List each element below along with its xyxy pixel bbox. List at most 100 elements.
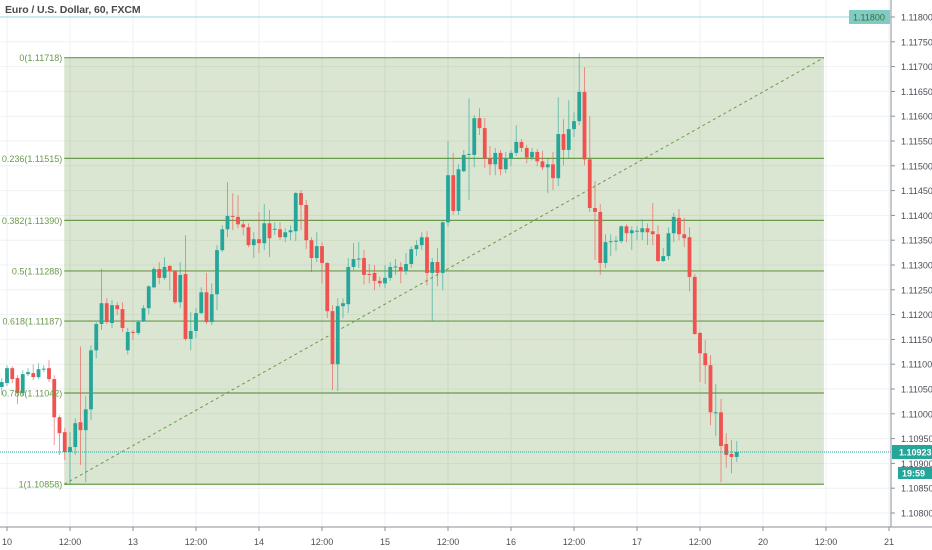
candle-up <box>414 245 419 250</box>
candle-down <box>131 331 135 333</box>
candle-down <box>729 453 734 457</box>
candle-up <box>94 324 99 351</box>
candle-down <box>425 237 429 273</box>
candle-up <box>572 121 576 130</box>
candle-down <box>535 151 540 162</box>
candle-up <box>614 240 618 242</box>
price-tick-label: 1.11150 <box>901 335 932 345</box>
candle-up <box>283 232 288 238</box>
time-tick-label: 10 <box>2 537 12 547</box>
candle-down <box>724 444 729 455</box>
candle-down <box>645 228 650 233</box>
price-tick-label: 1.11000 <box>901 409 932 419</box>
candle-up <box>356 258 361 260</box>
fibonacci-level-label: 0.618(1.11187) <box>3 317 63 327</box>
time-tick-label: 12:00 <box>563 537 586 547</box>
candle-down <box>267 223 272 239</box>
time-axis[interactable] <box>0 527 932 550</box>
time-tick-label: 12:00 <box>185 537 208 547</box>
fibonacci-level-label: 1(1.10858) <box>19 480 63 490</box>
price-tick-label: 1.11700 <box>901 62 932 72</box>
candle-down <box>320 246 324 264</box>
candle-up <box>503 158 508 170</box>
candle-down <box>488 158 492 165</box>
candle-down <box>57 417 62 434</box>
candle-up <box>734 451 739 457</box>
candle-up <box>162 266 167 278</box>
candle-up <box>5 368 9 384</box>
fibonacci-level-label: 0.236(1.11515) <box>2 154 62 164</box>
candle-down <box>582 91 587 160</box>
candle-down <box>519 141 524 148</box>
time-tick-label: 16 <box>506 537 516 547</box>
candle-up <box>0 382 4 388</box>
price-tick-label: 1.10950 <box>901 434 932 444</box>
candle-up <box>566 129 571 150</box>
price-tick-label: 1.11600 <box>901 112 932 122</box>
candle-down <box>372 272 377 281</box>
candle-up <box>640 228 645 233</box>
candle-up <box>36 369 41 378</box>
time-tick-label: 15 <box>380 537 390 547</box>
candle-up <box>603 242 608 264</box>
candle-up <box>136 322 141 333</box>
candle-down <box>230 215 235 217</box>
candle-up <box>472 118 477 155</box>
candle-up <box>388 266 393 278</box>
candle-up <box>262 223 267 244</box>
candle-down <box>241 224 246 228</box>
candle-up <box>152 268 156 288</box>
candle-up <box>341 303 345 307</box>
candle-up <box>619 226 624 242</box>
candle-up <box>456 169 461 211</box>
bar-countdown-tag <box>898 466 932 479</box>
candle-up <box>188 330 193 339</box>
candle-up <box>73 423 78 448</box>
candle-down <box>183 273 188 339</box>
candle-up <box>89 350 93 410</box>
price-tick-label: 1.11450 <box>901 186 932 196</box>
candle-up <box>608 241 613 243</box>
time-tick-label: 12:00 <box>437 537 460 547</box>
candle-down <box>31 373 36 378</box>
candle-down <box>698 332 702 354</box>
candle-down <box>246 227 251 246</box>
candle-down <box>524 147 529 158</box>
candle-up <box>26 372 30 375</box>
candle-down <box>719 412 723 447</box>
last-price-label: 1.10923 <box>899 447 932 457</box>
horizontal-line-price-tag <box>849 10 890 24</box>
candle-down <box>482 128 487 159</box>
price-tick-label: 1.10850 <box>901 484 932 494</box>
time-tick-label: 12:00 <box>689 537 712 547</box>
candle-up <box>493 152 498 165</box>
candle-up <box>199 292 204 314</box>
candle-down <box>47 368 51 380</box>
candle-down <box>204 292 209 323</box>
price-tick-label: 1.11650 <box>901 87 932 97</box>
candle-down <box>78 422 83 431</box>
candle-up <box>194 313 198 331</box>
candle-up <box>251 239 256 246</box>
candle-down <box>104 303 109 323</box>
candle-down <box>677 217 681 235</box>
price-tick-label: 1.11750 <box>901 37 932 47</box>
candle-down <box>299 193 303 205</box>
candle-up <box>467 153 471 155</box>
time-tick-label: 12:00 <box>59 537 82 547</box>
candle-down <box>498 152 503 170</box>
candle-down <box>167 265 172 271</box>
candle-up <box>530 151 534 158</box>
price-tick-label: 1.11250 <box>901 285 932 295</box>
candle-up <box>713 412 718 414</box>
candle-up <box>141 308 146 322</box>
candle-down <box>257 239 261 244</box>
candle-up <box>346 266 351 305</box>
candle-up <box>509 152 513 159</box>
candle-up <box>440 222 445 273</box>
price-tick-label: 1.11200 <box>901 310 932 320</box>
fibonacci-trend-line[interactable] <box>63 57 825 485</box>
candle-down <box>62 432 67 452</box>
horizontal-line-price-label: 1.11800 <box>853 13 885 23</box>
